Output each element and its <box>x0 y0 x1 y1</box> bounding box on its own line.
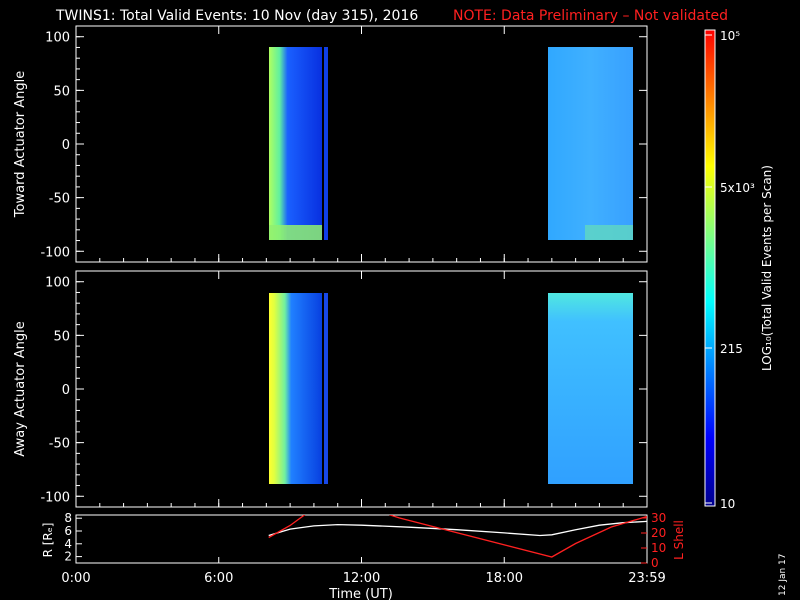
x-axis-label: Time (UT) <box>328 587 393 600</box>
toward-heatmap <box>269 47 633 240</box>
footer-date: 12 Jan 17 <box>778 554 788 597</box>
colorbar-tick-label: 10⁵ <box>720 29 740 43</box>
away-ylabel: Away Actuator Angle <box>13 321 28 456</box>
colorbar-tick-label: 5x10³ <box>720 181 755 195</box>
y-tick-label: 100 <box>45 276 70 291</box>
colorbar-frame <box>704 29 716 507</box>
orbit-ylabel-left: R [Rₑ] <box>41 523 55 558</box>
colorbar-ticks: 10 215 5x10³ 10⁵ <box>705 29 755 511</box>
toward-block-morning-bottom <box>269 225 322 240</box>
y-tick-label: 100 <box>45 31 70 46</box>
chart-title: TWINS1: Total Valid Events: 10 Nov (day … <box>55 8 418 24</box>
y-tick-label: 0 <box>62 383 70 398</box>
orbit-panel-frame <box>75 514 648 564</box>
preliminary-note: NOTE: Data Preliminary – Not validated <box>453 8 728 24</box>
x-tick-label: 6:00 <box>204 571 233 586</box>
x-tick-label: 23:59 <box>628 571 665 586</box>
orbit-series-left <box>268 520 647 537</box>
away-block-morning-strip <box>324 293 328 484</box>
y-tick-label: -50 <box>49 437 70 452</box>
y-tick-label: -100 <box>40 490 70 505</box>
orbit-left-tick-label: 2 <box>64 550 72 564</box>
x-tick-label: 0:00 <box>61 571 90 586</box>
y-tick-label: 50 <box>53 84 70 99</box>
orbit-left-tick-label: 6 <box>64 524 72 538</box>
toward-ylabel: Toward Actuator Angle <box>13 71 28 218</box>
orbit-ylabel-right: L Shell <box>672 520 686 560</box>
colorbar-tick-label: 10 <box>720 497 735 511</box>
orbit-lines <box>268 515 647 558</box>
colorbar-tick-label: 215 <box>720 342 743 356</box>
away-heatmap <box>269 293 633 484</box>
colorbar <box>705 30 715 506</box>
orbit-right-tick-label: 0 <box>651 556 659 570</box>
orbit-left-tick-label: 4 <box>64 537 72 551</box>
toward-block-evening <box>548 47 633 240</box>
colorbar-label: LOG₁₀(Total Valid Events per Scan) <box>760 165 774 371</box>
away-block-evening <box>548 293 633 484</box>
y-tick-label: -100 <box>40 245 70 260</box>
y-tick-label: -50 <box>49 192 70 207</box>
orbit-left-tick-label: 8 <box>64 511 72 525</box>
y-tick-label: 50 <box>53 329 70 344</box>
away-block-morning <box>269 293 322 484</box>
x-tick-labels: 0:00 6:00 12:00 18:00 23:59 <box>61 571 665 586</box>
toward-block-morning <box>269 47 322 240</box>
orbit-right-tick-label: 20 <box>651 526 666 540</box>
x-tick-label: 18:00 <box>486 571 523 586</box>
orbit-right-tick-label: 10 <box>651 541 666 555</box>
y-tick-label: 0 <box>62 138 70 153</box>
toward-block-evening-bottom <box>585 225 633 240</box>
toward-block-morning-strip <box>324 47 328 240</box>
orbit-series-right <box>268 515 647 558</box>
heatmap-y-ticks: 100 50 0 -50 -100 100 50 0 -50 -100 <box>40 26 648 507</box>
x-tick-label: 12:00 <box>343 571 380 586</box>
orbit-right-tick-label: 30 <box>651 511 666 525</box>
